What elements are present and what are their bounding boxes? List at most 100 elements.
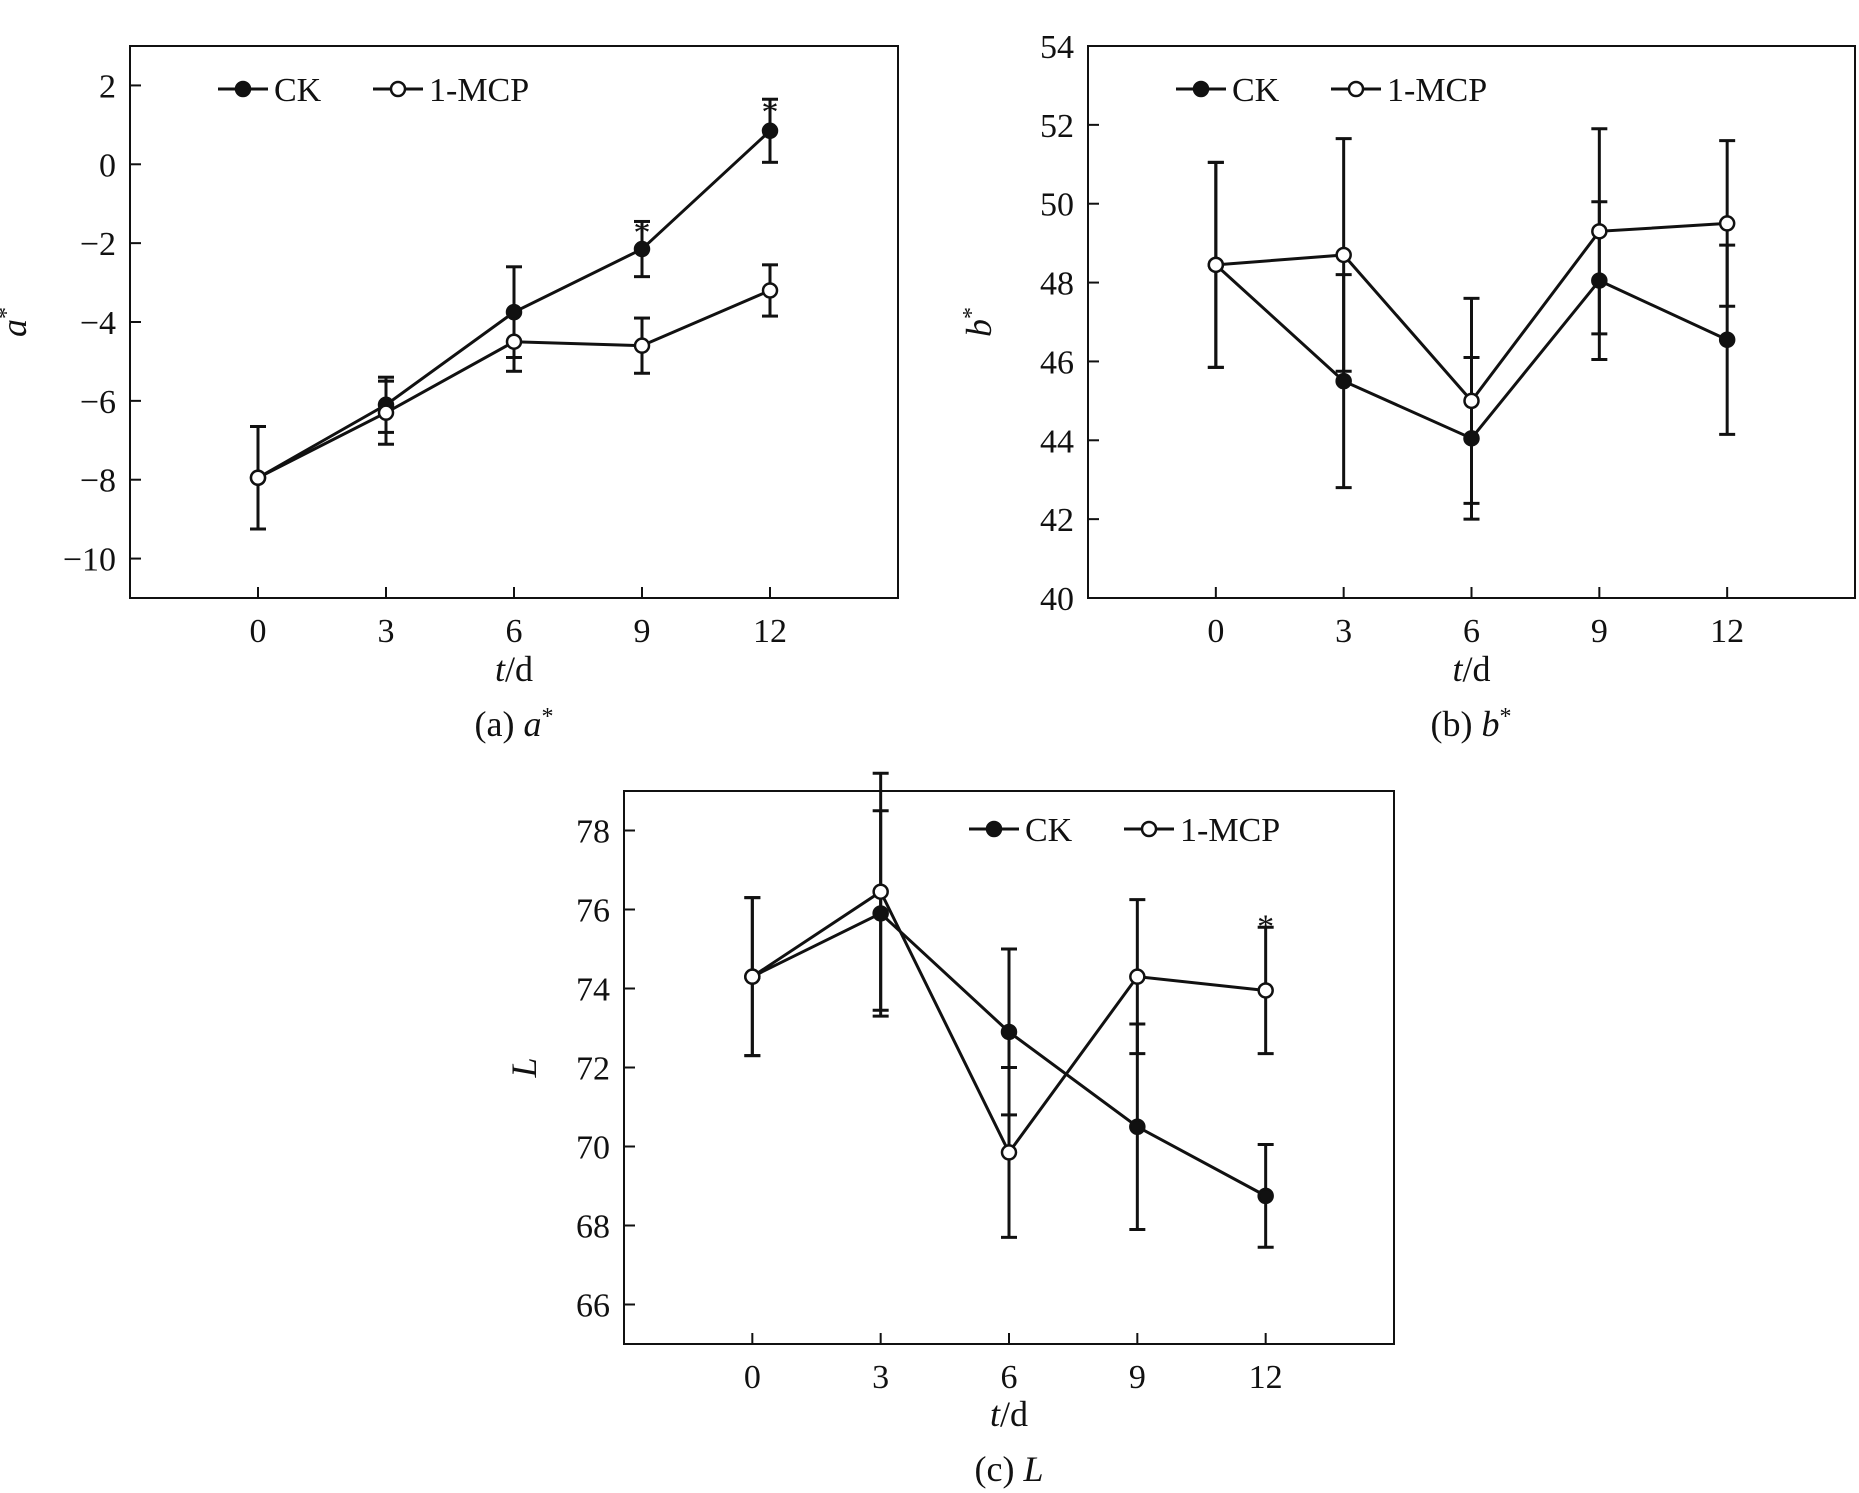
- data-point: [1000, 1023, 1018, 1041]
- legend-label: CK: [1025, 812, 1073, 849]
- caption-var: L: [1022, 1449, 1043, 1489]
- y-tick-label: 72: [576, 1051, 610, 1088]
- y-tick-label: 46: [1040, 344, 1074, 381]
- legend-entry-ck: CK: [218, 72, 322, 109]
- y-axis-label-var: a: [0, 319, 34, 337]
- y-tick-label: −6: [80, 384, 116, 421]
- data-point: [872, 883, 889, 900]
- panel-caption: (c) L: [975, 1449, 1044, 1489]
- y-tick-label: 2: [99, 68, 116, 105]
- data-point: [1718, 215, 1736, 232]
- y-axis-label-var: b: [959, 319, 999, 337]
- y-tick-label: 40: [1040, 581, 1074, 618]
- x-tick-label: 6: [1463, 613, 1480, 650]
- x-tick-label: 9: [634, 613, 651, 650]
- data-point: [1463, 430, 1480, 447]
- x-tick-label: 3: [872, 1359, 889, 1396]
- x-tick-label: 9: [1129, 1359, 1146, 1396]
- legend-entry-mcp: 1-MCP: [1124, 812, 1280, 849]
- y-tick-label: 68: [576, 1209, 610, 1246]
- data-point: [505, 333, 523, 350]
- legend-marker: [985, 820, 1003, 838]
- y-tick-label: 42: [1040, 502, 1074, 539]
- x-axis-label-var: t: [495, 649, 506, 689]
- y-tick-label: −4: [80, 305, 116, 342]
- legend-label: CK: [1232, 72, 1280, 109]
- data-point: [1718, 331, 1736, 348]
- y-tick-label: 66: [576, 1288, 610, 1325]
- legend: CK 1-MCP: [1176, 72, 1487, 109]
- y-tick-label: 70: [576, 1130, 610, 1167]
- legend-entry-mcp: 1-MCP: [1331, 72, 1487, 109]
- y-axis-label: b*: [959, 307, 999, 337]
- y-tick-label: 50: [1040, 187, 1074, 224]
- y-tick-label: −8: [80, 463, 116, 500]
- legend-marker: [389, 80, 407, 98]
- y-axis-label: a*: [0, 307, 34, 337]
- legend-entry-ck: CK: [1176, 72, 1280, 109]
- data-point: [633, 337, 651, 354]
- markers-mcp: [1207, 215, 1736, 410]
- legend-label: CK: [274, 72, 322, 109]
- y-tick-label: −10: [63, 542, 116, 579]
- x-axis-label-unit: /d: [1463, 649, 1491, 689]
- significance-star: *: [762, 94, 779, 131]
- y-tick-label: 48: [1040, 266, 1074, 303]
- x-tick-label: 3: [378, 613, 395, 650]
- y-tick-label: 74: [576, 972, 610, 1009]
- x-axis-label: t/d: [495, 649, 533, 689]
- x-tick-label: 9: [1591, 613, 1608, 650]
- panel-caption: (a) a*: [475, 704, 554, 744]
- data-point: [872, 905, 889, 922]
- data-point: [1463, 392, 1480, 410]
- data-point: [1207, 256, 1225, 274]
- x-tick-label: 6: [506, 613, 523, 650]
- y-axis-label-var: L: [504, 1057, 544, 1078]
- series-mcp: [1207, 127, 1736, 505]
- data-point: [633, 240, 651, 258]
- y-axis-label-sup: *: [959, 307, 985, 319]
- data-point: [761, 122, 779, 140]
- legend-label: 1-MCP: [429, 72, 529, 109]
- legend-marker: [1347, 80, 1365, 98]
- x-tick-label: 3: [1335, 613, 1352, 650]
- x-axis-label: t/d: [1452, 649, 1490, 689]
- caption-prefix: (c): [975, 1449, 1024, 1489]
- data-point: [1335, 246, 1352, 264]
- caption-sup: *: [541, 704, 553, 730]
- data-point: [1335, 372, 1352, 390]
- y-tick-label: −2: [80, 226, 116, 263]
- x-tick-label: 0: [250, 613, 267, 650]
- x-tick-label: 0: [1207, 613, 1224, 650]
- data-point: [505, 303, 523, 321]
- y-axis-label: L: [504, 1057, 544, 1078]
- caption-prefix: (a): [475, 704, 524, 744]
- caption-sup: *: [1499, 704, 1511, 730]
- caption-prefix: (b): [1431, 704, 1482, 744]
- x-axis-label-var: t: [1452, 649, 1463, 689]
- x-axis-label-unit: /d: [1000, 1394, 1028, 1434]
- y-tick-label: 76: [576, 893, 610, 930]
- y-tick-label: 52: [1040, 108, 1074, 145]
- legend-marker: [1140, 820, 1158, 838]
- data-point: [1129, 968, 1146, 985]
- data-point: [377, 404, 395, 421]
- legend: CK 1-MCP: [218, 72, 529, 109]
- significance-star: *: [634, 214, 651, 251]
- markers-ck: [249, 122, 779, 486]
- x-tick-label: 6: [1001, 1359, 1018, 1396]
- legend-entry-mcp: 1-MCP: [373, 72, 529, 109]
- data-point: [1000, 1144, 1018, 1161]
- caption-var: a: [523, 704, 541, 744]
- data-point: [1591, 223, 1608, 240]
- x-axis-label: t/d: [990, 1394, 1028, 1434]
- y-tick-label: 0: [99, 147, 116, 184]
- legend-label: 1-MCP: [1387, 72, 1487, 109]
- x-tick-label: 0: [744, 1359, 761, 1396]
- x-axis-label-var: t: [990, 1394, 1001, 1434]
- legend-marker: [234, 80, 252, 98]
- data-point: [1129, 1118, 1146, 1135]
- markers-mcp: [744, 883, 1274, 1161]
